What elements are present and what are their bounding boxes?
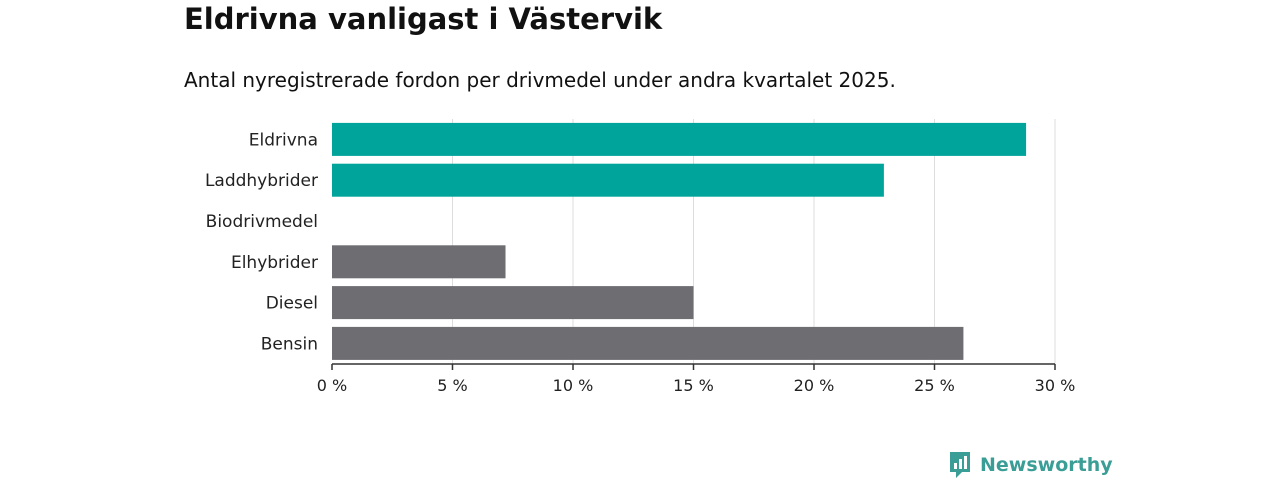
chart-subtitle: Antal nyregistrerade fordon per drivmede… [184,68,896,92]
category-label: Bensin [261,334,318,354]
category-label: Diesel [266,294,318,314]
category-label: Biodrivmedel [206,212,318,232]
x-tick-label: 30 % [1035,376,1076,395]
chart-title: Eldrivna vanligast i Västervik [184,2,663,36]
x-tick-label: 15 % [673,376,714,395]
x-tick-label: 25 % [914,376,955,395]
x-tick-label: 20 % [794,376,835,395]
bar [332,163,884,197]
bar [332,326,964,360]
category-label: Elhybrider [231,253,318,273]
category-label: Eldrivna [249,130,318,150]
bar [332,122,1027,156]
bar [332,245,506,279]
newsworthy-logo-icon [950,452,970,478]
category-label: Laddhybrider [205,171,318,191]
brand-logo: Newsworthy [948,450,1113,480]
x-tick-label: 10 % [553,376,594,395]
bar [332,286,694,320]
x-tick-label: 0 % [317,376,347,395]
brand-name: Newsworthy [980,454,1113,476]
x-tick-label: 5 % [437,376,467,395]
